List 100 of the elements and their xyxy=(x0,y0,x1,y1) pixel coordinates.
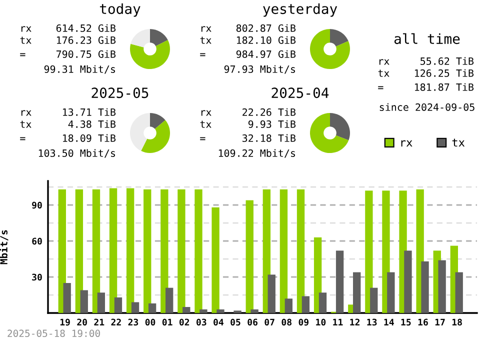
x-tick-label: 10 xyxy=(316,318,326,326)
bar xyxy=(284,298,292,313)
bar xyxy=(302,296,310,313)
bar xyxy=(455,272,463,313)
text: rx 22.26 TiB xyxy=(201,108,296,116)
x-tick-label: 22 xyxy=(111,318,121,326)
bar xyxy=(336,250,344,313)
donut-slice xyxy=(130,40,170,69)
bar xyxy=(296,189,305,313)
text: 97.93 Mbit/s xyxy=(224,65,296,74)
bar xyxy=(194,189,202,313)
text: tx 126.25 TiB xyxy=(378,69,474,77)
chart-title: 2025-05 xyxy=(92,88,148,98)
bar xyxy=(438,260,446,313)
text: = 790.75 GiB xyxy=(20,50,116,58)
x-tick-label: 12 xyxy=(350,318,360,326)
legend-label: rx xyxy=(401,140,412,146)
chart-title: today xyxy=(100,3,140,17)
donut-slice xyxy=(130,113,150,151)
x-tick-label: 21 xyxy=(94,318,104,326)
bar xyxy=(212,207,220,313)
text: all time xyxy=(394,33,460,44)
bar xyxy=(92,189,100,313)
donut-slice xyxy=(150,113,166,129)
x-tick-label: 23 xyxy=(128,318,138,326)
x-tick-label: 18 xyxy=(452,318,462,326)
bar xyxy=(148,303,156,313)
text: since 2024-09-05 xyxy=(380,103,474,111)
donut-slice xyxy=(310,29,350,69)
donut-slice xyxy=(141,120,170,153)
bar xyxy=(353,272,361,313)
bar xyxy=(421,261,429,313)
bar xyxy=(370,288,378,313)
x-tick-label: 13 xyxy=(367,318,377,326)
x-tick-label: 14 xyxy=(384,318,394,326)
x-tick-label: 11 xyxy=(333,318,343,326)
x-tick-label: 20 xyxy=(77,318,87,326)
x-tick-label: 07 xyxy=(264,318,274,326)
x-tick-label: 02 xyxy=(179,318,190,326)
text: rx 13.71 TiB xyxy=(21,108,116,116)
text: tx 9.93 TiB xyxy=(200,120,296,128)
text: rx 614.52 GiB xyxy=(21,24,116,32)
bar xyxy=(365,190,373,313)
bar xyxy=(114,297,122,313)
bar xyxy=(200,309,208,313)
x-tick-label: 03 xyxy=(196,318,206,326)
x-tick-label: 15 xyxy=(401,318,411,326)
bar xyxy=(109,188,118,313)
bar xyxy=(63,283,71,313)
text: tx 182.10 GiB xyxy=(200,36,296,44)
text: tx 176.23 GiB xyxy=(20,36,116,44)
bar xyxy=(250,309,258,313)
text: = 181.87 TiB xyxy=(378,83,474,91)
bar xyxy=(178,189,186,313)
y-tick-label: 90 xyxy=(32,202,42,209)
x-tick-label: 16 xyxy=(418,318,428,326)
text: = 32.18 TiB xyxy=(200,134,296,142)
bar xyxy=(246,200,254,313)
x-tick-label: 08 xyxy=(282,318,292,326)
x-tick-label: 01 xyxy=(162,318,172,326)
y-tick-label: 60 xyxy=(32,238,42,245)
y-tick-label: 30 xyxy=(32,274,42,281)
bar xyxy=(75,189,84,313)
bar xyxy=(318,292,327,313)
chart-title: 2025-04 xyxy=(272,88,329,98)
text: rx 802.87 GiB xyxy=(201,24,296,32)
text: = 18.09 TiB xyxy=(20,134,116,142)
text: tx 4.38 TiB xyxy=(20,120,116,128)
text: 109.22 Mbit/s xyxy=(218,149,296,158)
bar xyxy=(97,292,106,313)
x-tick-label: 17 xyxy=(435,318,445,326)
bar xyxy=(404,250,412,313)
donut-slice xyxy=(330,113,350,140)
donut-slice xyxy=(130,29,150,48)
x-tick-label: 19 xyxy=(60,318,70,326)
bar xyxy=(216,309,224,313)
bar xyxy=(280,189,288,313)
x-tick-label: 06 xyxy=(248,318,258,326)
donut-slice xyxy=(330,29,348,46)
bar xyxy=(166,288,174,313)
text: 103.50 Mbit/s xyxy=(38,149,116,158)
bar xyxy=(160,189,168,313)
x-tick-label: 09 xyxy=(298,318,309,326)
text: rx 55.62 TiB xyxy=(379,57,474,65)
bar xyxy=(387,272,395,313)
bar xyxy=(131,302,140,313)
bar xyxy=(80,290,88,313)
donut-slice xyxy=(310,113,349,153)
bar xyxy=(268,274,276,313)
bar xyxy=(126,188,134,313)
text: = 984.97 GiB xyxy=(200,50,296,58)
text: 2025-05-18 19:00 xyxy=(8,330,100,338)
chart-title: yesterday xyxy=(263,3,338,17)
donut-slice xyxy=(150,29,168,46)
legend-label: tx xyxy=(452,138,465,146)
bar xyxy=(144,189,152,313)
x-tick-label: 04 xyxy=(214,318,224,326)
text: 99.31 Mbit/s xyxy=(44,65,116,74)
bar xyxy=(182,307,190,313)
x-tick-label: 05 xyxy=(230,318,240,326)
